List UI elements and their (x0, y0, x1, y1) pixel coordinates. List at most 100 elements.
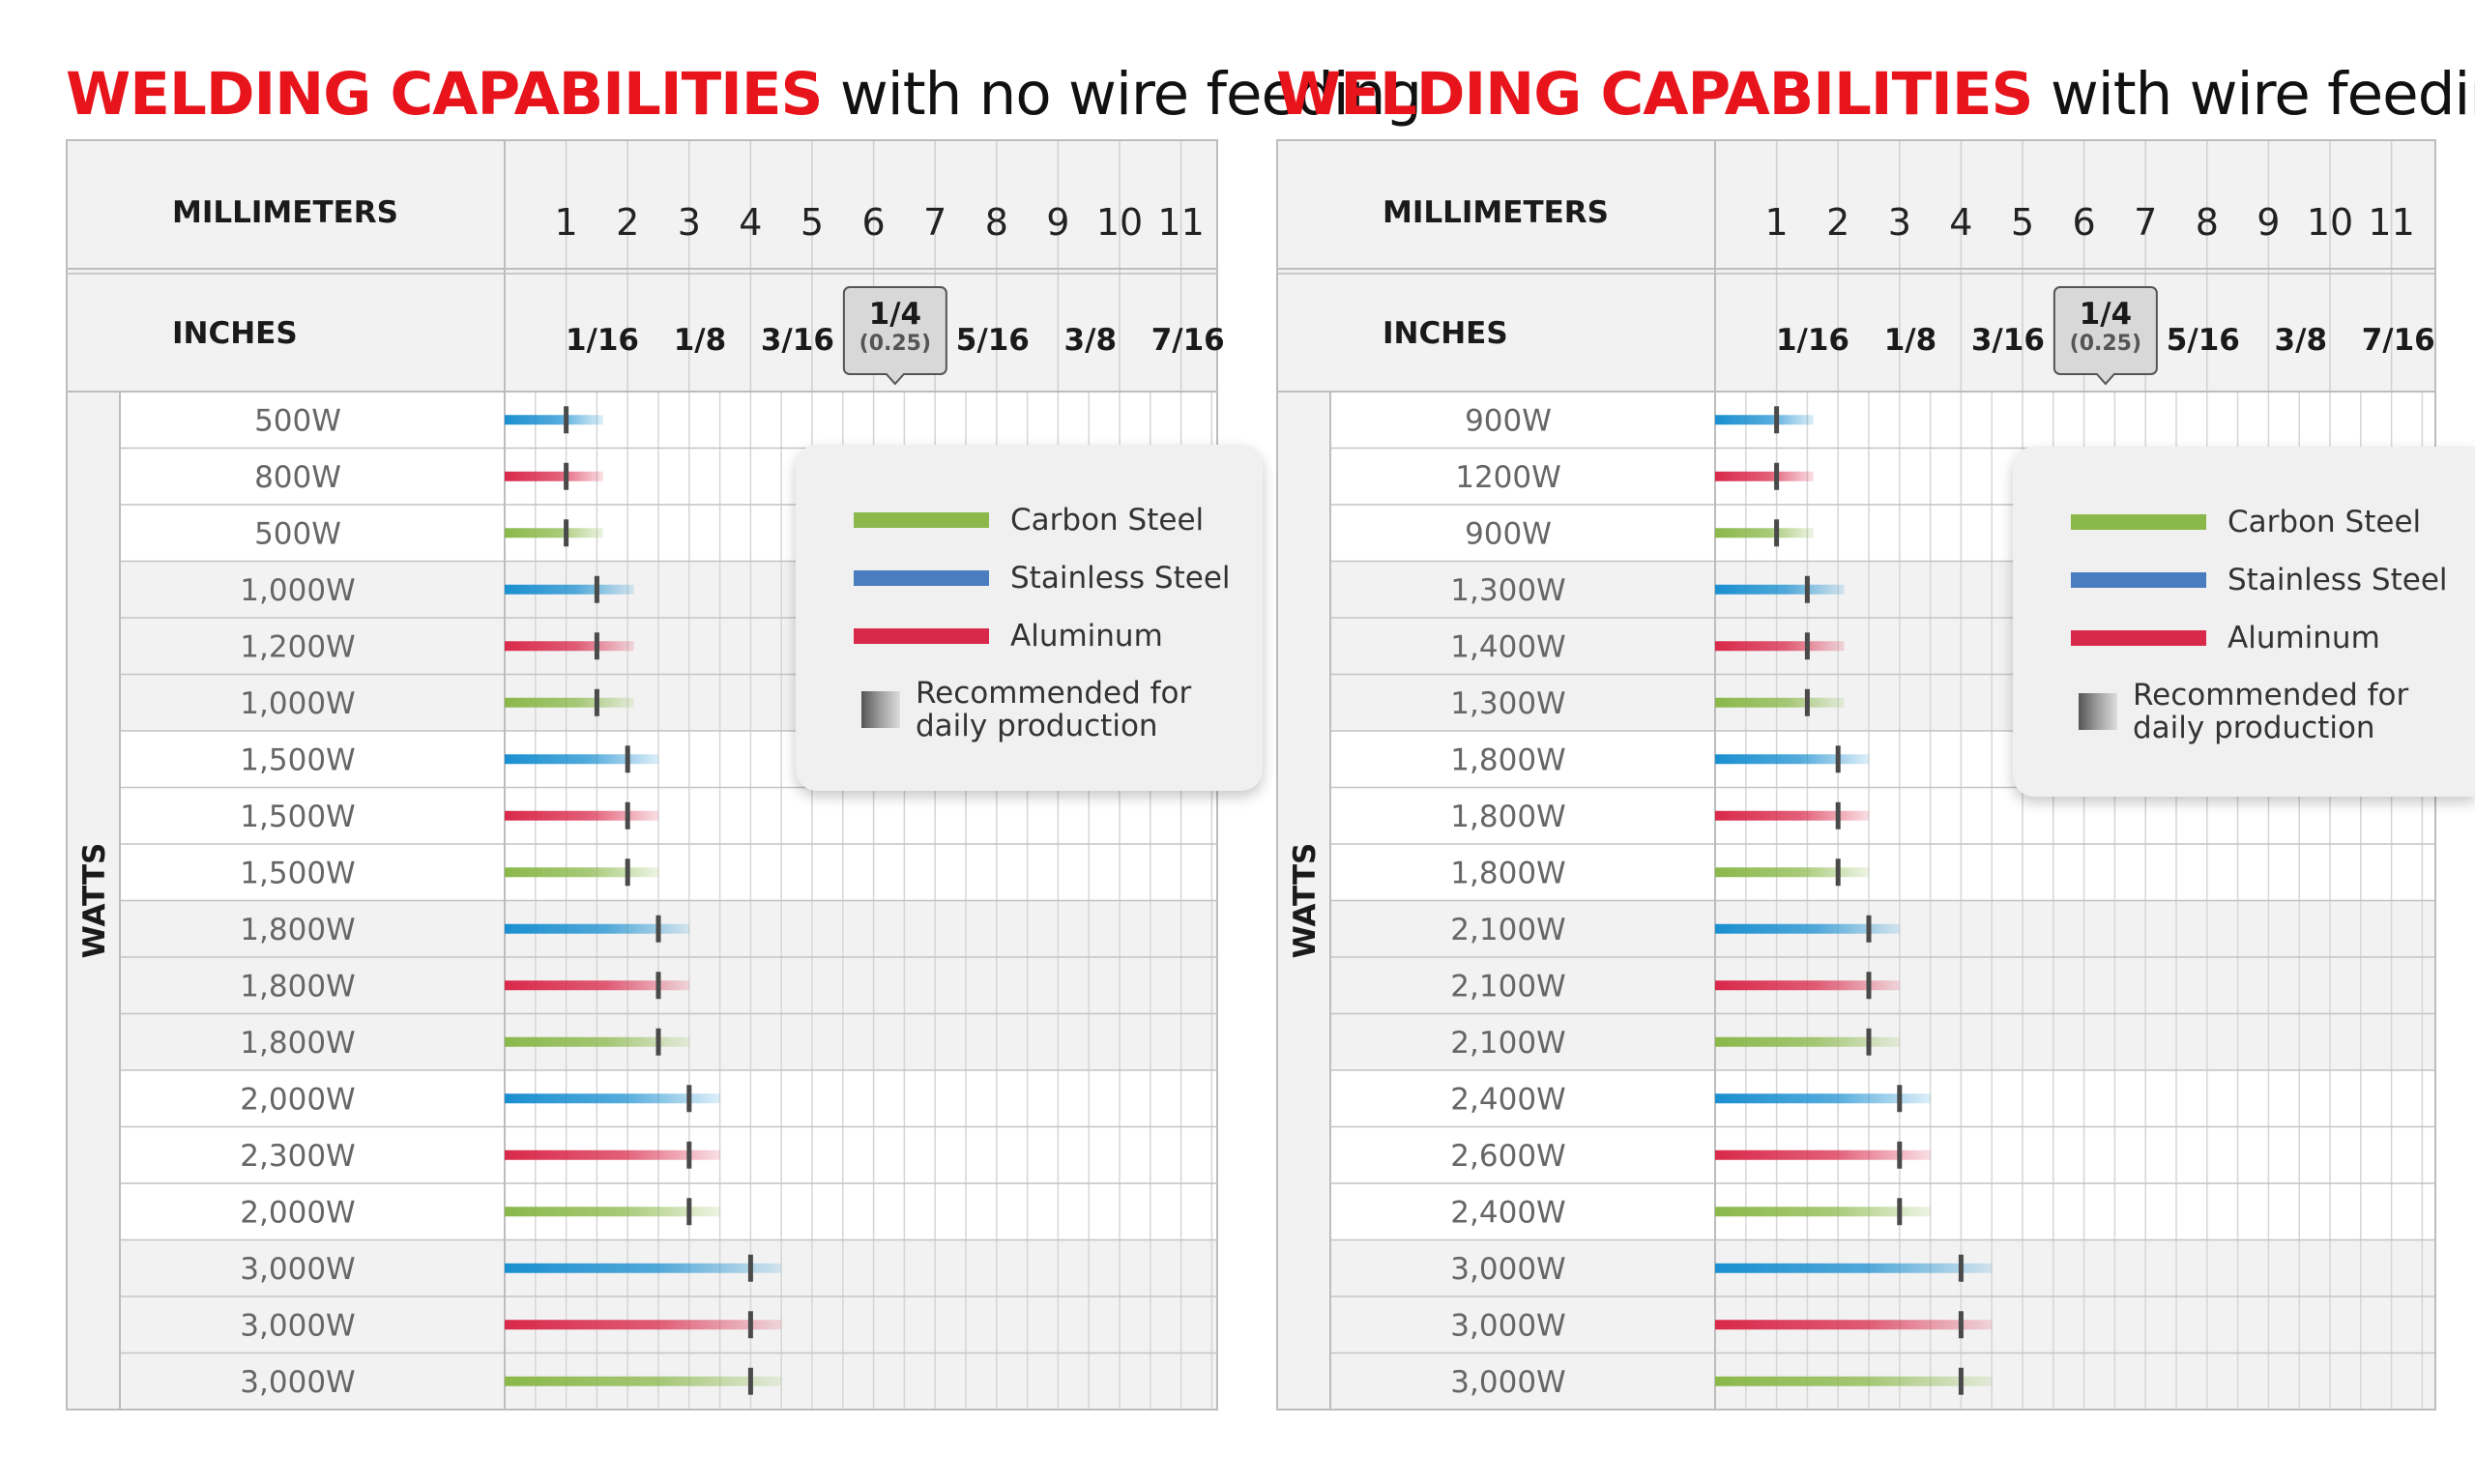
recommended-marker (564, 519, 569, 547)
recommended-marker (594, 575, 599, 603)
recommended-marker (1897, 1198, 1903, 1226)
mm-tick-label: 7 (923, 201, 946, 244)
watt-label: 3,000W (240, 1308, 355, 1343)
recommended-marker (655, 972, 661, 1000)
watt-label: 1,400W (1450, 629, 1565, 664)
recommended-marker (747, 1367, 753, 1395)
bar-aluminum (1715, 810, 1869, 821)
watt-label: 2,400W (1450, 1195, 1565, 1230)
legend-swatch-carbon (2071, 514, 2206, 530)
bar-carbon (1715, 1207, 1931, 1217)
legend-swatch-aluminum (854, 628, 989, 644)
recommended-marker (625, 858, 630, 887)
bar-stainless (505, 754, 658, 765)
legend-recommended-line2: daily production (916, 709, 1158, 743)
y-axis-label: WATTS (1288, 843, 1323, 959)
recommended-marker (655, 915, 661, 943)
bar-stainless (505, 584, 634, 595)
bar-aluminum (505, 810, 658, 821)
mm-tick-label: 3 (1888, 201, 1911, 244)
callout-bubble (842, 286, 947, 386)
bar-stainless (1715, 754, 1869, 765)
legend-label-carbon: Carbon Steel (1010, 503, 1205, 538)
watt-label: 1200W (1455, 460, 1561, 495)
watt-label: 2,100W (1450, 1026, 1565, 1061)
recommended-marker (1866, 915, 1872, 943)
legend-item-recommended: Recommended for daily production (861, 677, 1191, 742)
bar-carbon (1715, 867, 1869, 878)
legend: Carbon Steel Stainless Steel Aluminum Re… (2013, 447, 2475, 797)
inch-tick-label: 7/16 (2362, 323, 2435, 358)
watt-label: 500W (254, 403, 341, 438)
chart-title-rest: with no wire feeding (839, 60, 1422, 129)
mm-tick-label: 1 (555, 201, 578, 244)
watt-label: 1,500W (240, 800, 355, 834)
legend-recommended-line1: Recommended for (2133, 678, 2409, 713)
mm-tick-label: 2 (616, 201, 639, 244)
mm-tick-label: 9 (1046, 201, 1069, 244)
inch-tick-label: 1/8 (1884, 323, 1936, 358)
watt-label: 3,000W (1450, 1365, 1565, 1400)
recommended-marker (686, 1141, 692, 1169)
bar-aluminum (505, 641, 634, 652)
bar-carbon (1715, 528, 1814, 538)
recommended-marker (1774, 406, 1780, 434)
inch-tick-label: 3/16 (1971, 323, 2045, 358)
watt-label: 3,000W (240, 1365, 355, 1400)
bar-carbon (505, 1376, 782, 1386)
watt-label: 1,800W (240, 913, 355, 947)
legend-label-carbon: Carbon Steel (2228, 505, 2422, 539)
legend-item-stainless: Stainless Steel (2071, 563, 2448, 597)
inch-tick-label: 3/16 (761, 323, 834, 358)
watt-label: 3,000W (1450, 1252, 1565, 1287)
bar-stainless (1715, 1093, 1931, 1104)
mm-tick-label: 8 (2196, 201, 2219, 244)
watt-label: 1,500W (240, 856, 355, 890)
mm-tick-label: 3 (678, 201, 701, 244)
recommended-marker (686, 1198, 692, 1226)
legend-item-carbon: Carbon Steel (2071, 505, 2421, 539)
watt-label: 1,800W (1450, 856, 1565, 890)
watt-label: 1,300W (1450, 573, 1565, 608)
mm-tick-label: 7 (2134, 201, 2157, 244)
inch-tick-label: 3/8 (1064, 323, 1117, 358)
bar-stainless (1715, 923, 1900, 934)
header-background (66, 140, 1218, 392)
recommended-marker (1866, 1028, 1872, 1056)
mm-tick-label: 11 (2368, 201, 2414, 244)
chart-title: WELDING CAPABILITIES with no wire feedin… (66, 60, 1422, 129)
bar-stainless (1715, 415, 1814, 425)
watt-label: 1,800W (240, 969, 355, 1004)
legend-item-aluminum: Aluminum (2071, 621, 2380, 655)
bar-carbon (505, 1207, 720, 1217)
watt-label: 500W (254, 516, 341, 551)
mm-axis-label: MILLIMETERS (1383, 195, 1609, 230)
inch-tick-label: 1/8 (674, 323, 726, 358)
mm-tick-label: 4 (1949, 201, 1972, 244)
mm-tick-label: 4 (739, 201, 762, 244)
legend-recommended-line1: Recommended for (916, 676, 1192, 711)
bar-stainless (505, 1263, 782, 1273)
chart-svg: MILLIMETERS INCHES WATTS 1 2 3 4 5 6 7 8 9 10 11 1/16 1… (1276, 139, 2436, 1411)
legend-label-recommended: Recommended for daily production (916, 677, 1191, 742)
bar-carbon (505, 528, 603, 538)
bar-stainless (1715, 584, 1845, 595)
watt-label: 900W (1465, 516, 1552, 551)
bar-aluminum (1715, 1320, 1993, 1330)
watt-label: 2,400W (1450, 1082, 1565, 1117)
mm-axis-label: MILLIMETERS (172, 195, 398, 230)
mm-tick-label: 9 (2257, 201, 2280, 244)
bar-carbon (1715, 697, 1845, 708)
recommended-marker (1835, 801, 1841, 829)
chart-title: WELDING CAPABILITIES with wire feeding (1276, 60, 2475, 129)
bar-carbon (1715, 1376, 1993, 1386)
bar-stainless (505, 415, 603, 425)
chart-panel-no-wire: WELDING CAPABILITIES with no wire feedin… (66, 0, 1422, 1484)
bar-stainless (1715, 1263, 1993, 1273)
inch-axis-label: INCHES (1383, 316, 1508, 351)
recommended-marker (747, 1254, 753, 1282)
recommended-marker (1958, 1311, 1964, 1339)
watt-label: 2,000W (240, 1082, 355, 1117)
inch-tick-label: 1/16 (566, 323, 639, 358)
legend-label-recommended: Recommended for daily production (2133, 679, 2408, 744)
